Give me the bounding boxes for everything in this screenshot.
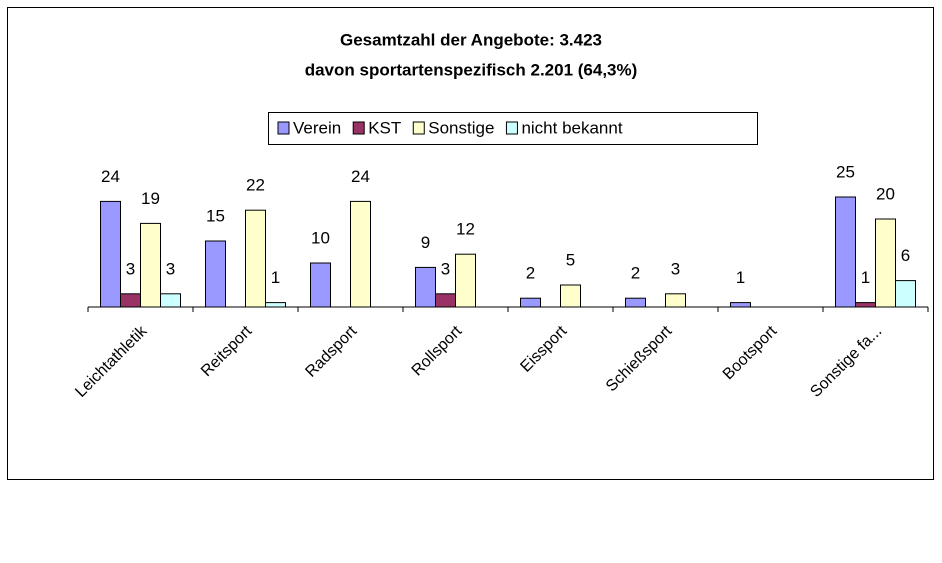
bar [265, 302, 286, 308]
value-label: 25 [836, 162, 855, 181]
value-label: 20 [876, 184, 895, 203]
value-label: 3 [166, 259, 175, 278]
bar [350, 200, 371, 308]
legend-label: Sonstige [428, 118, 494, 137]
bar [895, 280, 916, 308]
value-label: 1 [271, 268, 280, 287]
value-label: 3 [671, 259, 680, 278]
bar [455, 253, 476, 308]
legend-swatch [505, 121, 518, 135]
bar [120, 293, 141, 308]
value-label: 3 [126, 259, 135, 278]
bar [625, 297, 646, 308]
legend-swatch [412, 121, 425, 135]
value-label: 24 [351, 167, 370, 186]
bar [520, 297, 541, 308]
value-label: 10 [311, 228, 330, 247]
value-label: 24 [101, 167, 120, 186]
legend-swatch [352, 121, 365, 135]
value-label: 5 [566, 250, 575, 269]
bar [875, 218, 896, 308]
value-label: 6 [901, 246, 910, 265]
bar [855, 302, 876, 308]
value-label: 3 [441, 259, 450, 278]
legend-label: nicht bekannt [521, 118, 622, 137]
value-label: 22 [246, 176, 265, 195]
value-label: 19 [141, 189, 160, 208]
value-label: 15 [206, 206, 225, 225]
legend-label: KST [368, 118, 401, 137]
chart-subtitle: davon sportartenspezifisch 2.201 (64,3%) [305, 60, 638, 79]
bar [560, 284, 581, 308]
bar [160, 293, 181, 308]
bar [100, 200, 121, 308]
value-label: 2 [526, 264, 535, 283]
bar [435, 293, 456, 308]
bar [835, 196, 856, 308]
value-label: 9 [421, 233, 430, 252]
bar [415, 266, 436, 308]
chart-frame [7, 7, 934, 480]
value-label: 12 [456, 220, 475, 239]
chart-title: Gesamtzahl der Angebote: 3.423 [340, 30, 602, 49]
bar [205, 240, 226, 308]
value-label: 1 [736, 268, 745, 287]
bar [245, 209, 266, 308]
bar [310, 262, 331, 308]
value-label: 2 [631, 264, 640, 283]
value-label: 1 [861, 268, 870, 287]
bar [730, 302, 751, 308]
legend-label: Verein [293, 118, 341, 137]
bar [665, 293, 686, 308]
bar [140, 222, 161, 308]
legend-swatch [277, 121, 290, 135]
